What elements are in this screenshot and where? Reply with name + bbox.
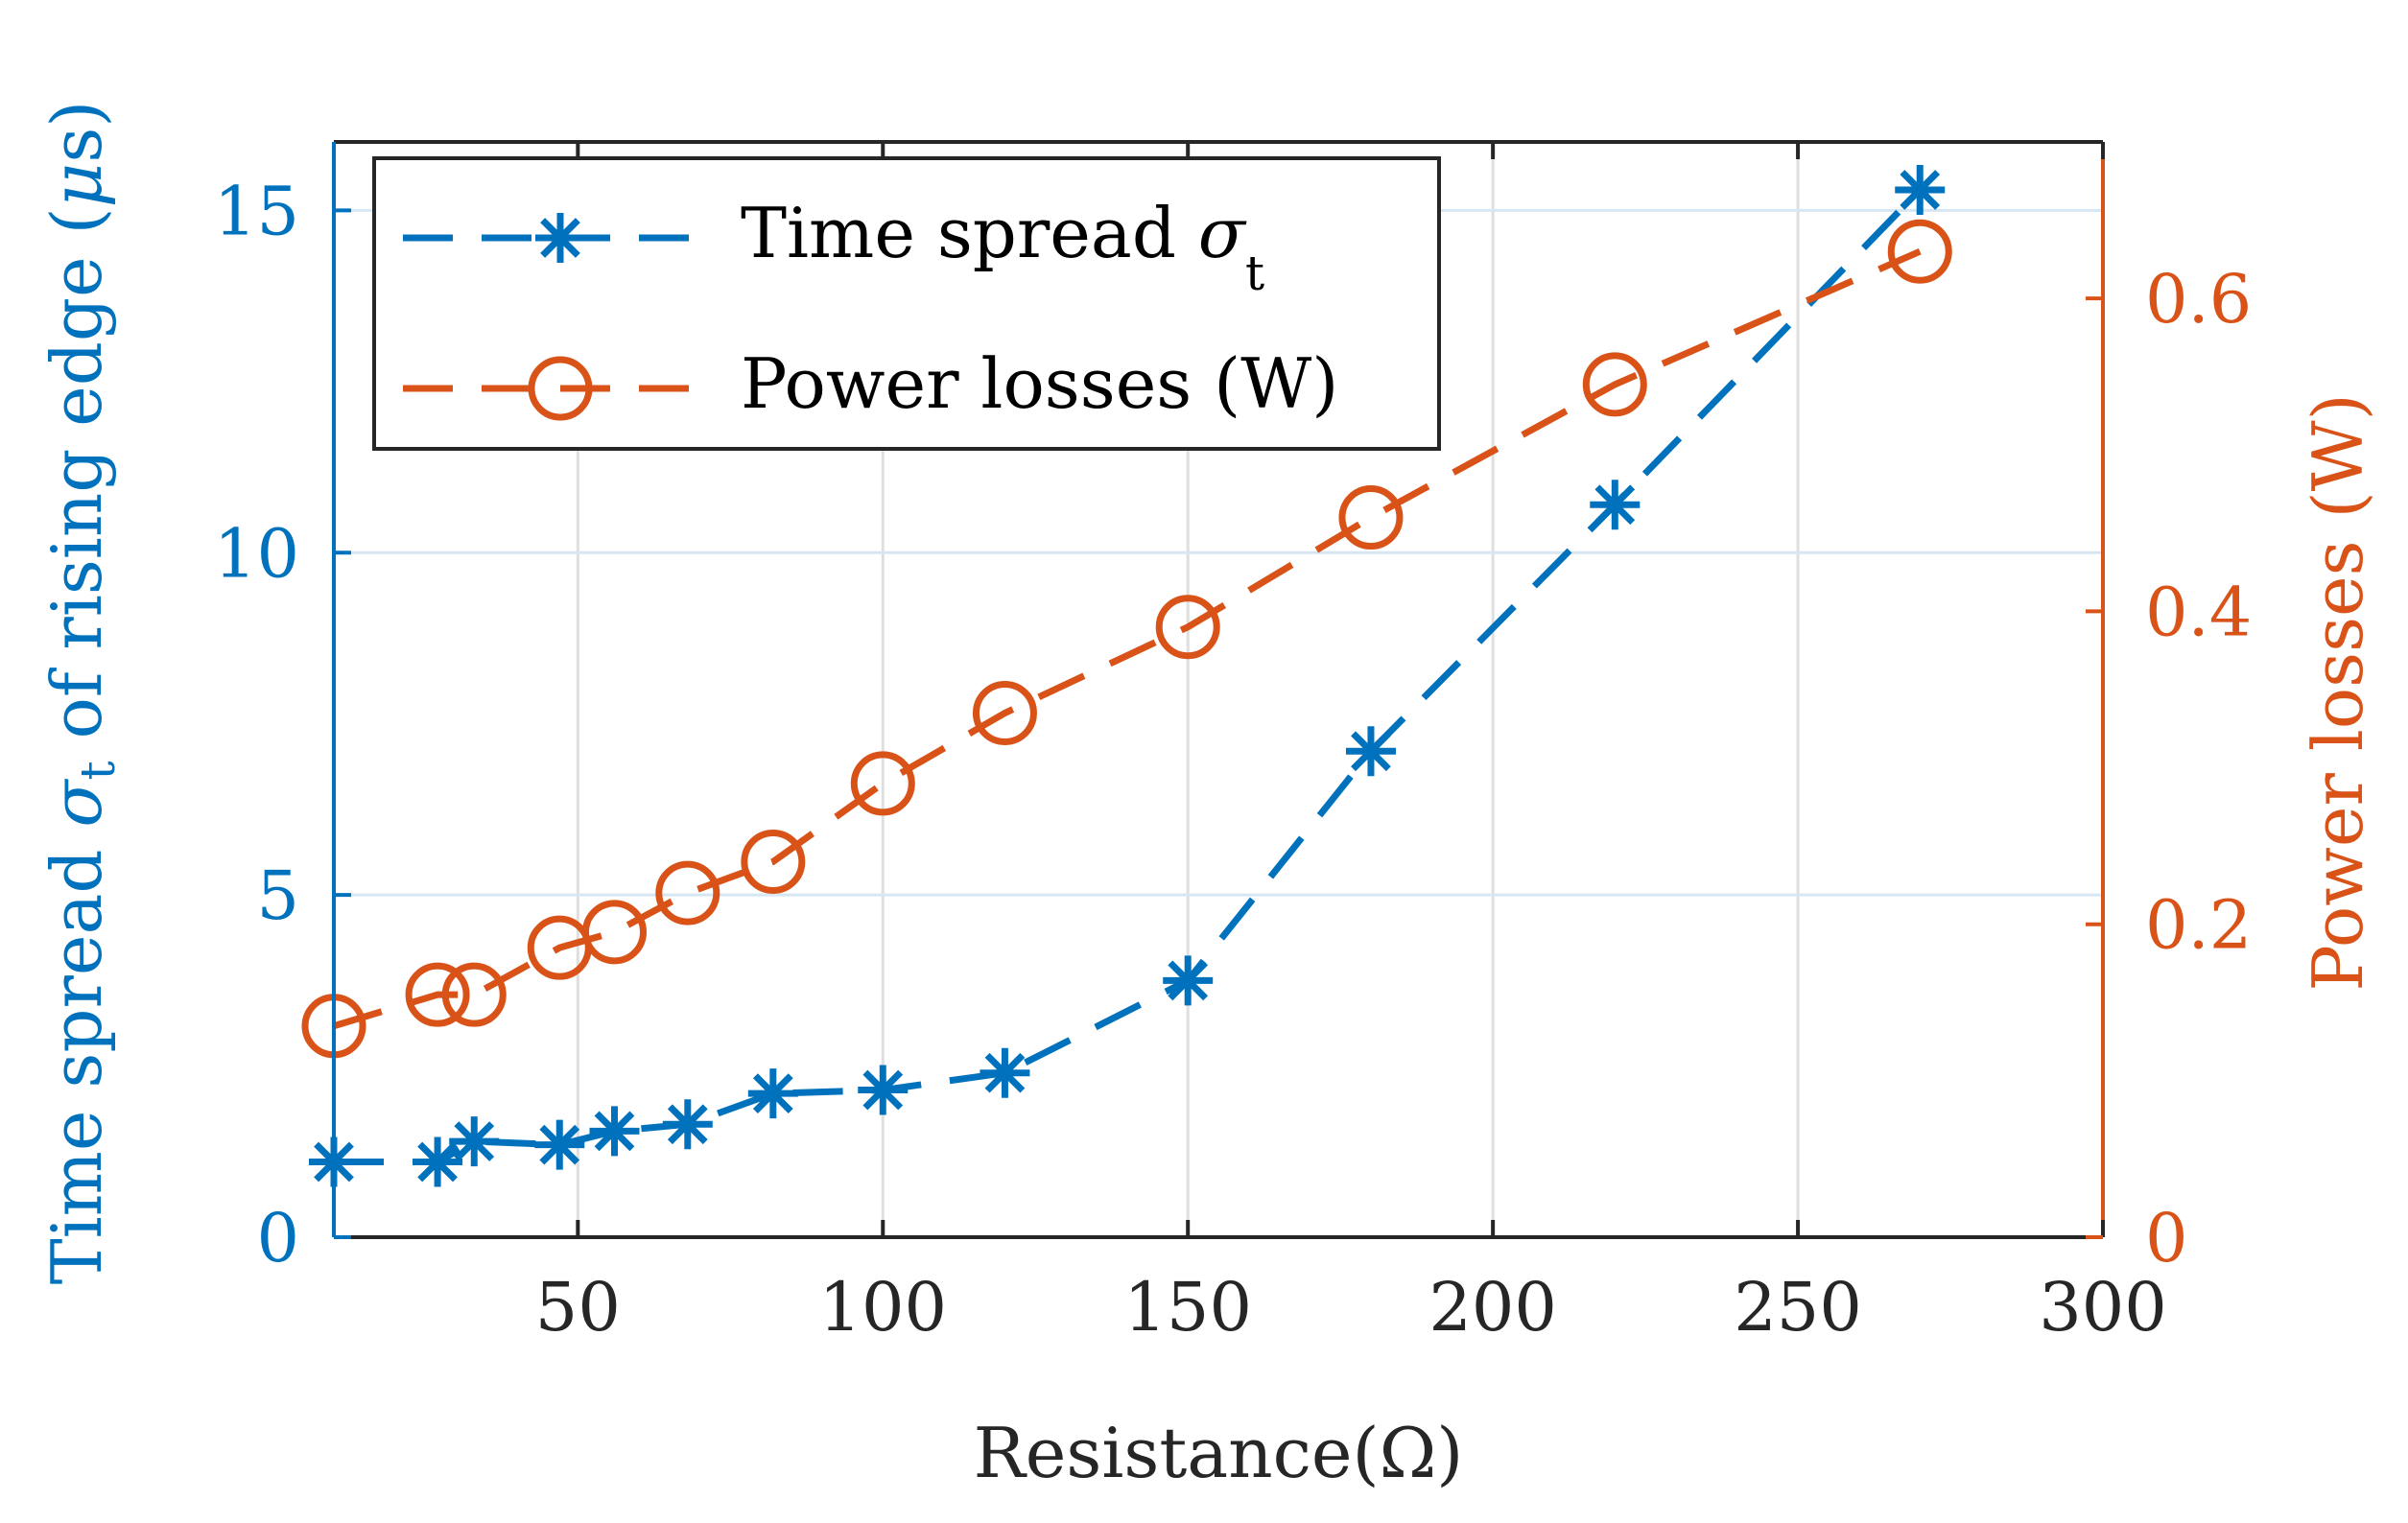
right-y-tick-label: 0.6 [2145,260,2252,339]
data-point [1345,726,1396,777]
data-point [1155,595,1220,660]
asterisk-stroke [1594,484,1636,526]
left-axis-label-mu: μ [36,163,117,208]
data-point [413,1136,463,1187]
asterisk-stroke [752,1073,793,1113]
data-point [747,1068,798,1119]
asterisk-stroke [1351,731,1391,772]
data-point [581,900,647,965]
left-y-tick-label: 5 [256,856,299,935]
legend-sample-marker [528,356,593,421]
data-point [534,1119,585,1170]
legend: Time spread σt Power losses (W) [372,156,1441,451]
left-y-tick-label: 10 [214,514,299,593]
left-y-tick-label: 15 [214,172,299,250]
legend-label-time-spread: Time spread σt [741,193,1264,301]
left-axis-label: Time spread σt of rising edge (μs) [36,101,126,1285]
legend-sample-power-losses [403,356,718,421]
data-point [1590,480,1641,530]
data-point [1582,352,1647,417]
asterisk-stroke [417,1141,458,1183]
data-point [589,1106,640,1157]
left-axis-label-sigma: σ [36,779,117,828]
x-tick-label: 300 [2039,1268,2167,1347]
x-tick-label: 250 [1734,1268,1862,1347]
asterisk-stroke [862,1069,904,1111]
left-y-tick-label: 0 [256,1199,299,1277]
data-point [655,860,720,926]
right-y-tick-label: 0 [2145,1199,2188,1277]
left-axis-label-sub: t [70,761,126,780]
asterisk-stroke [539,1124,580,1165]
legend-box [372,156,1441,451]
data-point [980,1047,1030,1098]
legend-time-spread-sigma: σ [1198,193,1247,273]
legend-sample-time-spread [403,213,718,263]
asterisk-stroke [454,1121,495,1161]
data-point [441,962,507,1027]
x-tick-label: 50 [535,1268,621,1347]
data-point [1887,219,1952,284]
legend-time-spread-sub: t [1245,246,1264,301]
axes [332,140,2105,1239]
data-point [741,829,806,894]
data-point [405,962,470,1027]
left-axis-label-unit: s) [36,101,117,163]
asterisk-stroke [1168,960,1209,1001]
data-point [850,751,915,816]
left-axis-label-pre: Time spread [36,828,117,1285]
x-tick-label: 200 [1428,1268,1557,1347]
legend-label-power-losses: Power losses (W) [741,343,1338,424]
asterisk-stroke [984,1052,1026,1093]
series-line [332,247,1922,1030]
data-point [1163,955,1214,1006]
left-axis-label-post: of rising edge ( [36,207,117,761]
series-power-losses [301,219,1952,1059]
x-axis-label: Resistance(Ω) [974,1413,1464,1493]
asterisk-stroke [667,1104,708,1145]
data-point [662,1099,713,1150]
asterisk-stroke [540,218,580,258]
right-y-tick-label: 0.4 [2145,573,2252,651]
x-tick-label: 100 [818,1268,947,1347]
data-point [1895,164,1946,215]
legend-sample-marker [535,213,585,263]
data-point [449,1116,500,1167]
right-y-tick-label: 0.2 [2145,886,2252,965]
legend-time-spread-text: Time spread [741,193,1198,273]
data-point [972,680,1037,745]
right-axis-label: Power losses (W) [2298,393,2378,991]
data-point [1338,485,1404,551]
x-tick-label: 150 [1123,1268,1252,1347]
data-point [858,1065,909,1115]
asterisk-stroke [594,1111,635,1152]
asterisk-stroke [1900,170,1941,210]
